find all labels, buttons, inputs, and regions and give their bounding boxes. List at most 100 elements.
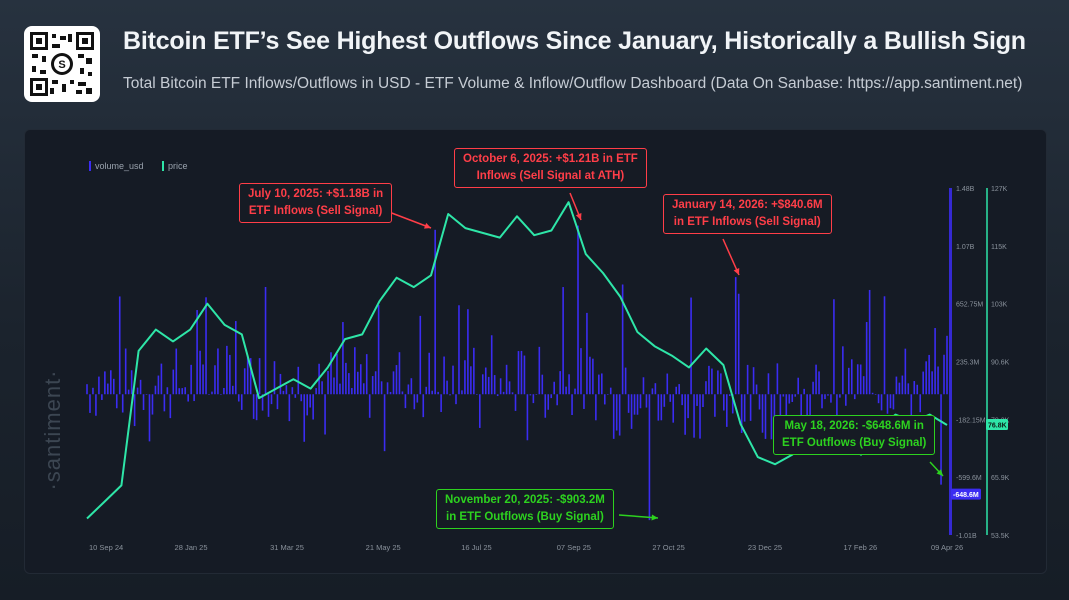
- volume-bar: [538, 346, 541, 395]
- volume-bar: [300, 394, 303, 402]
- volume-bar: [943, 354, 945, 395]
- annotation-line: January 14, 2026: +$840.6M: [672, 199, 823, 211]
- annotation-arrowhead: [424, 222, 431, 229]
- volume-bar: [580, 348, 582, 395]
- volume-bar: [898, 382, 901, 395]
- volume-bar: [880, 394, 883, 411]
- volume-bar: [145, 394, 148, 395]
- santiment-watermark: ·santiment·: [40, 369, 65, 491]
- volume-bar: [853, 394, 856, 400]
- volume-bar: [785, 394, 788, 431]
- volume-bar: [562, 287, 564, 395]
- x-tick-label: 16 Jul 25: [461, 543, 491, 552]
- annotation-november-buy: November 20, 2025: -$903.2M in ETF Outfl…: [436, 489, 614, 529]
- volume-bar: [413, 394, 416, 410]
- annotation-october-sell: October 6, 2025: +$1.21B in ETF Inflows …: [454, 148, 647, 188]
- volume-bar: [711, 368, 713, 395]
- volume-bar: [752, 367, 755, 395]
- volume-bar: [833, 299, 835, 395]
- volume-bar: [184, 387, 187, 395]
- volume-bar: [541, 374, 544, 395]
- volume-bar: [508, 381, 511, 395]
- page-subtitle: Total Bitcoin ETF Inflows/Outflows in US…: [123, 75, 1023, 92]
- volume-bar: [484, 367, 487, 395]
- volume-bar: [285, 385, 288, 395]
- volume-bar: [871, 392, 874, 395]
- volume-bar: [666, 373, 669, 395]
- volume-bar: [690, 297, 692, 395]
- volume-bar: [514, 394, 517, 411]
- legend-price: price: [162, 161, 188, 171]
- volume-bar: [291, 387, 294, 395]
- volume-bar: [112, 378, 115, 395]
- volume-bar: [725, 394, 728, 427]
- volume-bar: [276, 394, 279, 410]
- volume-bar: [934, 328, 936, 395]
- volume-bar: [428, 352, 431, 395]
- price-tick-label: 127K: [991, 186, 1008, 193]
- volume-bar: [294, 394, 297, 398]
- volume-tick-label: 235.3M: [956, 360, 980, 367]
- volume-bar: [687, 394, 689, 419]
- volume-bar: [782, 394, 785, 397]
- volume-tick-label: 652.75M: [956, 302, 983, 309]
- volume-bar: [455, 394, 457, 405]
- volume-bar: [931, 371, 933, 395]
- volume-bar: [749, 394, 752, 421]
- x-tick-label: 07 Sep 25: [557, 543, 591, 552]
- volume-bar: [273, 361, 276, 395]
- volume-bar: [639, 394, 642, 409]
- volume-bar: [479, 394, 481, 428]
- volume-bar: [624, 367, 627, 395]
- volume-bar: [505, 364, 508, 395]
- volume-bar: [663, 394, 666, 407]
- volume-bar: [797, 377, 800, 395]
- volume-bar: [794, 394, 797, 397]
- volume-bar: [199, 350, 201, 395]
- volume-bar: [559, 371, 561, 395]
- latest-volume-label: -648.6M: [953, 492, 979, 499]
- legend-volume-swatch: [89, 161, 91, 171]
- volume-bar: [651, 388, 654, 395]
- volume-bar: [645, 394, 648, 408]
- price-tick-label: 103K: [991, 302, 1008, 309]
- volume-bar: [312, 394, 314, 420]
- volume-bar: [788, 394, 791, 404]
- volume-bar: [336, 353, 338, 395]
- volume-bar: [473, 347, 475, 395]
- volume-bar: [416, 394, 419, 403]
- volume-bar: [365, 354, 368, 395]
- volume-bar: [223, 387, 225, 395]
- volume-bar: [553, 381, 555, 395]
- volume-bar: [306, 394, 309, 416]
- volume-bar: [928, 354, 930, 395]
- annotation-arrow-line: [618, 514, 659, 519]
- volume-bar: [821, 394, 823, 409]
- volume-bar: [886, 394, 889, 414]
- volume-bar: [288, 394, 291, 422]
- volume-bar: [907, 383, 910, 395]
- volume-bar: [258, 358, 261, 395]
- legend-volume-label: volume_usd: [95, 161, 144, 171]
- volume-bar: [127, 389, 130, 395]
- volume-bar: [517, 351, 520, 395]
- annotation-line: July 10, 2025: +$1.18B in: [248, 188, 384, 200]
- volume-bar: [925, 361, 927, 395]
- volume-bar: [270, 394, 273, 405]
- volume-bar: [237, 394, 240, 402]
- latest-volume-tag: [951, 488, 981, 500]
- volume-bar: [410, 378, 413, 395]
- volume-tick-label: -599.6M: [956, 475, 982, 482]
- legend-volume: volume_usd: [89, 161, 144, 171]
- volume-bar: [401, 391, 404, 395]
- volume-bar: [919, 394, 922, 413]
- volume-bar: [737, 293, 740, 395]
- volume-bar: [493, 375, 496, 395]
- volume-bar: [202, 364, 204, 395]
- volume-bar: [339, 383, 341, 395]
- volume-bar: [746, 364, 749, 395]
- volume-bar: [443, 356, 445, 395]
- volume-bar: [511, 392, 514, 395]
- price-tick-label: 53.5K: [991, 533, 1010, 540]
- annotation-january-sell: January 14, 2026: +$840.6M in ETF Inflow…: [663, 194, 832, 234]
